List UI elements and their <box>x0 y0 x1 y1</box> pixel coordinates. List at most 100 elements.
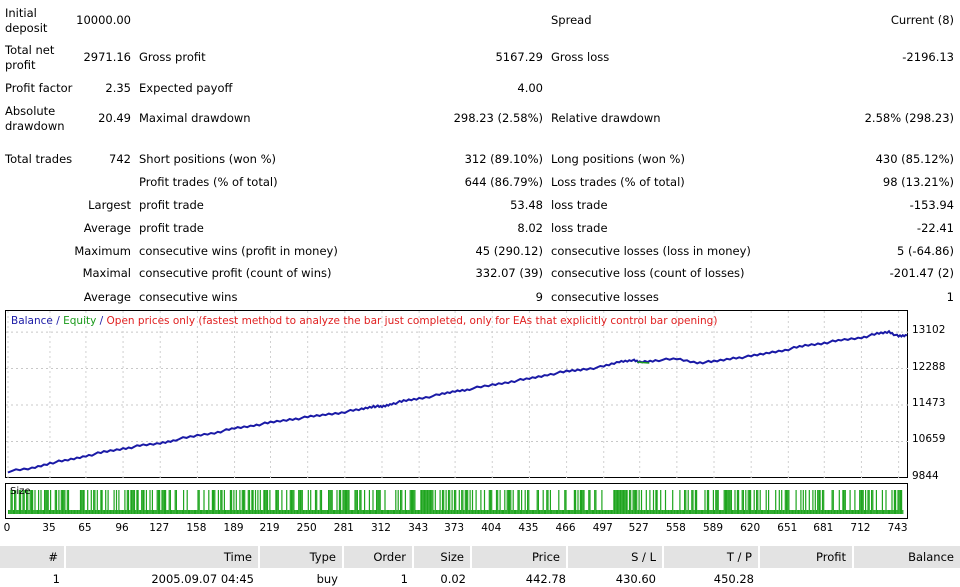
size-bar <box>590 510 592 514</box>
size-bar <box>897 490 899 514</box>
col-num[interactable]: # <box>0 546 66 568</box>
profit-factor-label: Profit factor <box>5 81 73 95</box>
size-bar <box>543 510 545 514</box>
col-balance[interactable]: Balance <box>854 546 960 568</box>
size-bar <box>515 510 517 514</box>
size-bar <box>498 510 500 514</box>
balance-line <box>7 329 908 474</box>
gross-profit-label: Gross profit <box>139 50 206 64</box>
col-tp[interactable]: T / P <box>664 546 760 568</box>
size-bar <box>462 490 464 514</box>
size-bar <box>831 490 833 514</box>
size-bar <box>103 510 106 514</box>
size-bar <box>770 510 772 514</box>
size-bar <box>386 510 388 514</box>
size-bar <box>839 510 842 514</box>
size-bar <box>70 510 72 514</box>
size-bar <box>479 510 481 514</box>
size-bar <box>612 510 614 514</box>
y-axis-labels: 13102 12288 11473 10659 9844 <box>910 310 960 490</box>
size-bar <box>680 510 682 514</box>
size-bar <box>341 510 343 514</box>
size-bar <box>446 510 448 514</box>
size-bar <box>806 510 808 514</box>
size-bar <box>710 510 712 514</box>
avg-consec-losses-label: consecutive losses <box>551 290 659 304</box>
size-bar <box>251 490 253 514</box>
col-order[interactable]: Order <box>344 546 414 568</box>
size-bar <box>171 510 173 514</box>
size-bar <box>718 510 720 514</box>
size-bar <box>727 490 729 514</box>
size-bar <box>161 490 163 514</box>
col-size[interactable]: Size <box>414 546 472 568</box>
size-bar <box>271 510 273 514</box>
short-positions-label: Short positions (won %) <box>139 152 277 166</box>
size-bar <box>260 510 263 514</box>
size-bar <box>573 490 575 514</box>
size-bar <box>136 490 138 514</box>
col-time[interactable]: Time <box>66 546 260 568</box>
col-type[interactable]: Type <box>260 546 344 568</box>
table-row[interactable]: 1 2005.09.07 04:45 buy 1 0.02 442.78 430… <box>0 571 960 587</box>
size-bar <box>529 510 531 514</box>
col-profit[interactable]: Profit <box>760 546 854 568</box>
size-bar <box>302 510 305 514</box>
size-bar <box>244 490 246 514</box>
size-bar <box>235 490 237 514</box>
size-bar <box>185 510 187 514</box>
size-bar <box>187 510 189 514</box>
size-bar <box>199 510 201 514</box>
size-bar <box>90 490 92 514</box>
size-bar <box>18 490 20 514</box>
y-tick-label: 11473 <box>912 397 946 410</box>
size-bar <box>626 490 628 514</box>
size-bar <box>648 510 650 514</box>
avg-consec-losses-value: 1 <box>946 290 954 304</box>
x-tick-label: 189 <box>223 522 244 534</box>
size-bar <box>54 490 56 514</box>
col-price[interactable]: Price <box>472 546 568 568</box>
size-bar <box>326 510 328 514</box>
size-bar <box>293 490 295 514</box>
size-bar <box>488 490 490 514</box>
size-bar <box>782 510 784 514</box>
size-bar <box>800 490 802 514</box>
size-bar <box>507 490 509 514</box>
size-bar <box>892 510 894 514</box>
size-bar <box>45 490 47 514</box>
size-bar <box>752 510 754 514</box>
size-bar <box>220 490 222 514</box>
size-bar <box>843 490 845 514</box>
size-bar <box>410 490 412 514</box>
size-bar <box>121 510 124 514</box>
size-bar <box>788 490 790 514</box>
size-bar <box>451 490 453 514</box>
max-consec-losses-value: 5 (-64.86) <box>896 244 954 258</box>
col-sl[interactable]: S / L <box>568 546 664 568</box>
size-bar <box>372 490 374 514</box>
size-bar <box>679 490 681 514</box>
size-bar <box>22 490 24 514</box>
size-bar <box>257 490 259 514</box>
size-bar <box>591 510 593 514</box>
size-bar <box>481 510 483 514</box>
size-bar <box>803 510 806 514</box>
size-bar <box>829 510 831 514</box>
size-bar <box>50 490 52 514</box>
size-bar <box>380 510 382 514</box>
size-bar <box>378 490 380 514</box>
size-bar <box>109 510 112 514</box>
size-bar <box>88 510 90 514</box>
size-bar <box>53 510 55 514</box>
x-tick-label: 497 <box>592 522 613 534</box>
size-bar <box>403 510 405 514</box>
size-bar <box>670 510 673 514</box>
size-bar <box>106 510 108 514</box>
size-bar <box>643 510 645 514</box>
size-bar <box>753 490 755 514</box>
size-bar <box>406 510 408 514</box>
size-bar <box>469 490 471 514</box>
size-bar <box>601 490 603 514</box>
size-bar <box>348 490 350 514</box>
